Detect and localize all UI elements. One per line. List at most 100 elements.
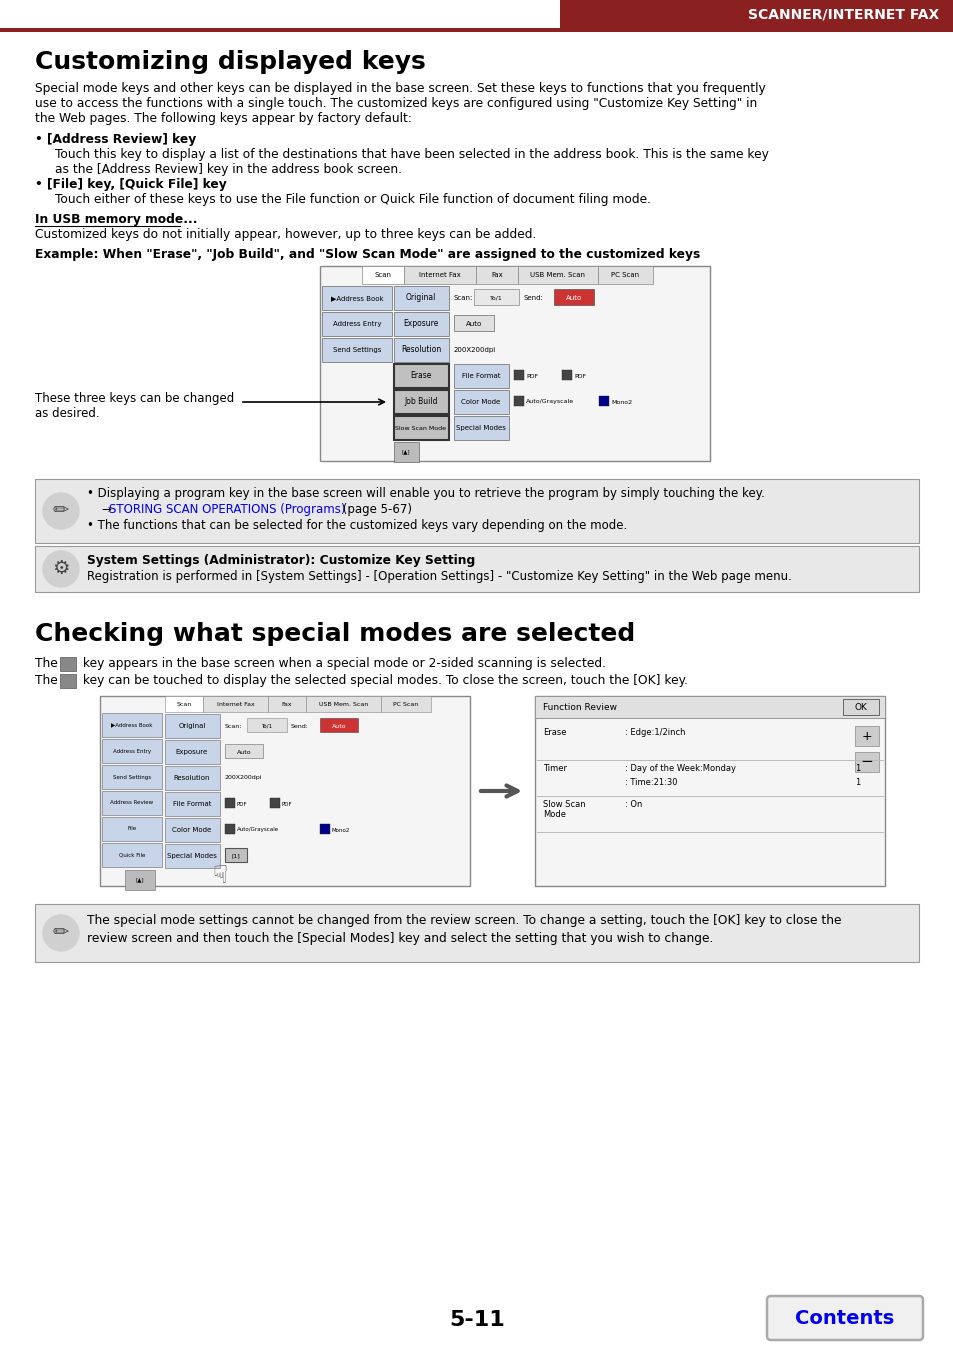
Circle shape (43, 493, 79, 529)
Bar (474, 289, 518, 305)
Text: Mono2: Mono2 (332, 828, 350, 833)
Text: Touch either of these keys to use the File function or Quick File function of do: Touch either of these keys to use the Fi… (55, 193, 650, 207)
Text: ▶Address Book: ▶Address Book (112, 722, 152, 728)
Bar (854, 726, 878, 747)
Bar (35, 904, 918, 963)
Text: review screen and then touch the [Special Modes] key and select the setting that: review screen and then touch the [Specia… (87, 931, 713, 945)
Bar (268, 697, 306, 711)
FancyBboxPatch shape (766, 1296, 923, 1341)
Text: PC Scan: PC Scan (393, 702, 418, 706)
Bar (380, 697, 431, 711)
Text: Customized keys do not initially appear, however, up to three keys can be added.: Customized keys do not initially appear,… (35, 228, 536, 242)
Text: Erase: Erase (410, 371, 432, 381)
Bar (535, 697, 884, 886)
Text: Quick File: Quick File (119, 852, 145, 857)
Text: Color Mode: Color Mode (172, 828, 212, 833)
Text: Scan:: Scan: (225, 724, 242, 729)
Text: Timer: Timer (542, 764, 566, 774)
Bar (517, 266, 598, 283)
Text: Example: When "Erase", "Job Build", and "Slow Scan Mode" are assigned to the cus: Example: When "Erase", "Job Build", and … (35, 248, 700, 261)
Text: PDF: PDF (525, 374, 537, 378)
Text: [▲]: [▲] (401, 450, 410, 455)
Bar (454, 364, 509, 387)
Bar (0, 28, 953, 32)
Bar (394, 364, 449, 387)
Text: Contents: Contents (795, 1308, 894, 1327)
Bar (394, 312, 449, 336)
Text: Original: Original (405, 293, 436, 302)
Text: Address Entry: Address Entry (333, 321, 381, 327)
Text: Send:: Send: (523, 296, 543, 301)
Text: : Day of the Week:Monday: : Day of the Week:Monday (624, 764, 735, 774)
Bar (559, 0, 953, 28)
Bar (306, 697, 380, 711)
Text: : Time:21:30: : Time:21:30 (624, 778, 677, 787)
Text: Mono2: Mono2 (610, 400, 632, 405)
Text: Fax: Fax (281, 702, 292, 706)
Bar (102, 713, 162, 737)
Bar (842, 699, 878, 716)
Bar (35, 545, 918, 593)
Bar (100, 697, 470, 886)
Text: 200X200dpi: 200X200dpi (454, 347, 496, 352)
Text: Special Modes: Special Modes (167, 853, 216, 859)
Text: Send Settings: Send Settings (112, 775, 151, 779)
Text: Send:: Send: (291, 724, 309, 729)
Text: System Settings (Administrator): Customize Key Setting: System Settings (Administrator): Customi… (87, 554, 475, 567)
Text: To/1: To/1 (489, 296, 502, 301)
Text: the Web pages. The following keys appear by factory default:: the Web pages. The following keys appear… (35, 112, 412, 126)
Bar (102, 738, 162, 763)
Text: • The functions that can be selected for the customized keys vary depending on t: • The functions that can be selected for… (87, 518, 626, 532)
Text: (page 5-67): (page 5-67) (338, 504, 412, 516)
Bar (322, 312, 392, 336)
Bar (514, 396, 523, 406)
Bar (60, 674, 76, 688)
Text: PDF: PDF (282, 802, 293, 806)
Text: Auto/Grayscale: Auto/Grayscale (525, 400, 574, 405)
Text: [▲]: [▲] (135, 878, 144, 883)
Bar (225, 744, 263, 757)
Circle shape (43, 915, 79, 950)
Text: +: + (861, 729, 871, 742)
Text: Registration is performed in [System Settings] - [Operation Settings] - "Customi: Registration is performed in [System Set… (87, 570, 791, 583)
Bar (319, 266, 709, 460)
Text: Resolution: Resolution (400, 346, 440, 355)
Text: File Format: File Format (172, 801, 211, 807)
Text: Scan: Scan (176, 702, 192, 706)
Text: USB Mem. Scan: USB Mem. Scan (318, 702, 368, 706)
Text: PDF: PDF (574, 374, 585, 378)
Text: Special mode keys and other keys can be displayed in the base screen. Set these : Special mode keys and other keys can be … (35, 82, 765, 94)
Text: →: → (87, 504, 115, 516)
Bar (225, 848, 247, 863)
Text: To/1: To/1 (261, 724, 273, 729)
Text: Auto: Auto (565, 296, 581, 301)
Text: Slow Scan
Mode: Slow Scan Mode (542, 801, 585, 819)
Bar (102, 791, 162, 815)
Bar (102, 842, 162, 867)
Bar (102, 765, 162, 788)
Text: Special Modes: Special Modes (456, 425, 505, 431)
Text: Exposure: Exposure (403, 320, 438, 328)
Text: Job Build: Job Build (404, 397, 437, 406)
Text: In USB memory mode...: In USB memory mode... (35, 213, 197, 225)
Text: Touch this key to display a list of the destinations that have been selected in : Touch this key to display a list of the … (55, 148, 768, 161)
Text: 1: 1 (854, 764, 860, 774)
Text: Exposure: Exposure (175, 749, 208, 755)
Text: key appears in the base screen when a special mode or 2-sided scanning is select: key appears in the base screen when a sp… (79, 657, 605, 670)
Circle shape (43, 551, 79, 587)
Text: These three keys can be changed
as desired.: These three keys can be changed as desir… (35, 392, 234, 420)
Bar (270, 798, 280, 809)
Text: Checking what special modes are selected: Checking what special modes are selected (35, 622, 635, 647)
Text: STORING SCAN OPERATIONS (Programs): STORING SCAN OPERATIONS (Programs) (109, 504, 345, 516)
Bar (322, 286, 392, 310)
Text: Erase: Erase (542, 728, 566, 737)
Bar (60, 657, 76, 671)
Text: ▶Address Book: ▶Address Book (331, 296, 383, 301)
Bar (319, 718, 357, 732)
Bar (165, 697, 203, 711)
Bar (514, 370, 523, 379)
Text: Scan:: Scan: (454, 296, 473, 301)
Text: as the [Address Review] key in the address book screen.: as the [Address Review] key in the addre… (55, 163, 401, 176)
Text: Original: Original (178, 724, 206, 729)
Bar (319, 824, 330, 834)
